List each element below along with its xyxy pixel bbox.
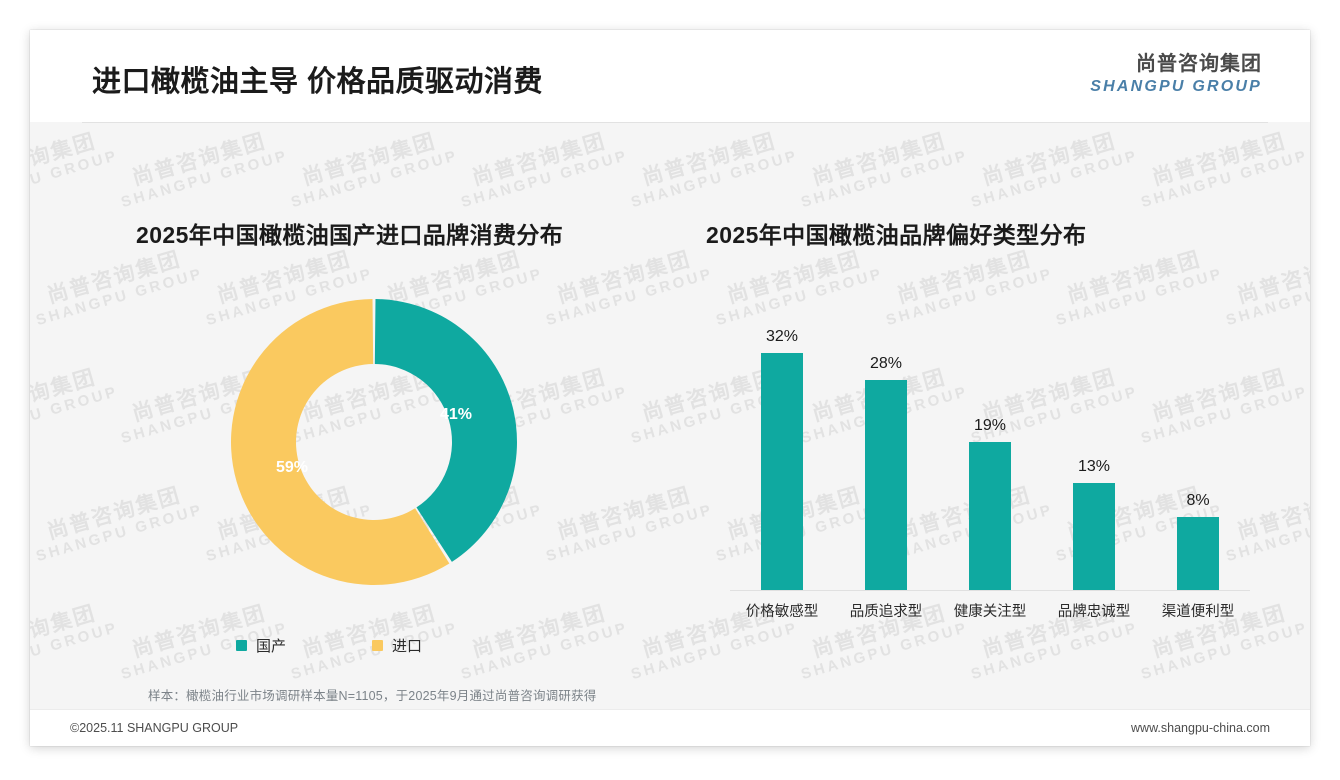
footer-copyright: ©2025.11 SHANGPU GROUP bbox=[70, 721, 239, 735]
bar-category-label: 品质追求型 bbox=[849, 604, 923, 620]
bar-category-label: 品牌忠诚型 bbox=[1057, 604, 1131, 620]
bar-chart-title: 2025年中国橄榄油品牌偏好类型分布 bbox=[706, 222, 1087, 248]
legend-item-国产[interactable]: 国产 bbox=[236, 635, 286, 656]
logo-chinese-text: 尚普咨询集团 bbox=[1136, 53, 1262, 75]
bar-value-label: 13% bbox=[1077, 458, 1111, 475]
legend-label: 国产 bbox=[256, 638, 287, 655]
bar-column: 13% 品牌忠诚型 bbox=[1042, 290, 1146, 620]
legend-item-进口[interactable]: 进口 bbox=[372, 635, 422, 656]
bar-value-label: 28% bbox=[869, 355, 903, 372]
bar-column: 8% 渠道便利型 bbox=[1146, 290, 1250, 620]
bar-value-label: 8% bbox=[1186, 492, 1210, 509]
donut-chart: 41% 59% bbox=[228, 296, 520, 588]
slide-footer: ©2025.11 SHANGPU GROUP www.shangpu-china… bbox=[30, 709, 1310, 746]
bar-column: 32% 价格敏感型 bbox=[730, 290, 834, 620]
header-divider bbox=[82, 122, 1268, 123]
slide-body: 2025年中国橄榄油国产进口品牌消费分布 41% 59% 国产 进口 2025年中… bbox=[30, 123, 1310, 678]
bar-value-label: 32% bbox=[765, 328, 799, 345]
bar-column: 28% 品质追求型 bbox=[834, 290, 938, 620]
bar-价格敏感型[interactable] bbox=[761, 353, 803, 590]
sample-note: 样本：橄榄油行业市场调研样本量N=1105，于2025年9月通过尚普咨询调研获得 bbox=[148, 689, 597, 703]
donut-slice-国产[interactable] bbox=[374, 299, 517, 562]
bar-品质追求型[interactable] bbox=[865, 380, 907, 590]
page-title: 进口橄榄油主导 价格品质驱动消费 bbox=[92, 66, 544, 98]
bar-品牌忠诚型[interactable] bbox=[1073, 483, 1115, 590]
slide-card: 尚普咨询集团 SHANGPU GROUP 尚普咨询集团 SHANGPU GROUP 尚普… bbox=[30, 30, 1310, 746]
donut-slice-进口[interactable] bbox=[231, 299, 450, 585]
legend-swatch-icon bbox=[236, 640, 247, 651]
bar-渠道便利型[interactable] bbox=[1177, 517, 1219, 590]
panel-donut-chart: 2025年中国橄榄油国产进口品牌消费分布 41% 59% 国产 进口 bbox=[82, 123, 666, 678]
bar-value-label: 19% bbox=[973, 417, 1007, 434]
donut-value-label-domestic: 41% bbox=[440, 406, 473, 423]
bar-健康关注型[interactable] bbox=[969, 442, 1011, 590]
donut-value-label-imported: 59% bbox=[276, 459, 309, 476]
footer-website[interactable]: www.shangpu-china.com bbox=[1131, 721, 1270, 735]
bar-category-label: 渠道便利型 bbox=[1161, 604, 1235, 620]
slide-header: 进口橄榄油主导 价格品质驱动消费 尚普咨询集团 SHANGPU GROUP bbox=[30, 30, 1310, 122]
panel-bar-chart: 2025年中国橄榄油品牌偏好类型分布 32% 价格敏感型 28% 品质追求型 19% 健康… bbox=[690, 123, 1274, 678]
bar-column: 19% 健康关注型 bbox=[938, 290, 1042, 620]
donut-svg bbox=[231, 299, 517, 585]
brand-logo: 尚普咨询集团 SHANGPU GROUP bbox=[1090, 53, 1262, 95]
legend-label: 进口 bbox=[392, 638, 423, 655]
legend-swatch-icon bbox=[372, 640, 383, 651]
bar-chart-baseline bbox=[730, 590, 1250, 591]
bar-category-label: 价格敏感型 bbox=[745, 604, 819, 620]
donut-legend: 国产 进口 bbox=[186, 635, 586, 659]
logo-english-text: SHANGPU GROUP bbox=[1090, 77, 1262, 95]
bar-category-label: 健康关注型 bbox=[953, 604, 1027, 620]
donut-chart-title: 2025年中国橄榄油国产进口品牌消费分布 bbox=[136, 222, 564, 248]
bar-chart: 32% 价格敏感型 28% 品质追求型 19% 健康关注型 13% 品牌忠诚型 8% 渠道便利型 bbox=[730, 290, 1250, 620]
